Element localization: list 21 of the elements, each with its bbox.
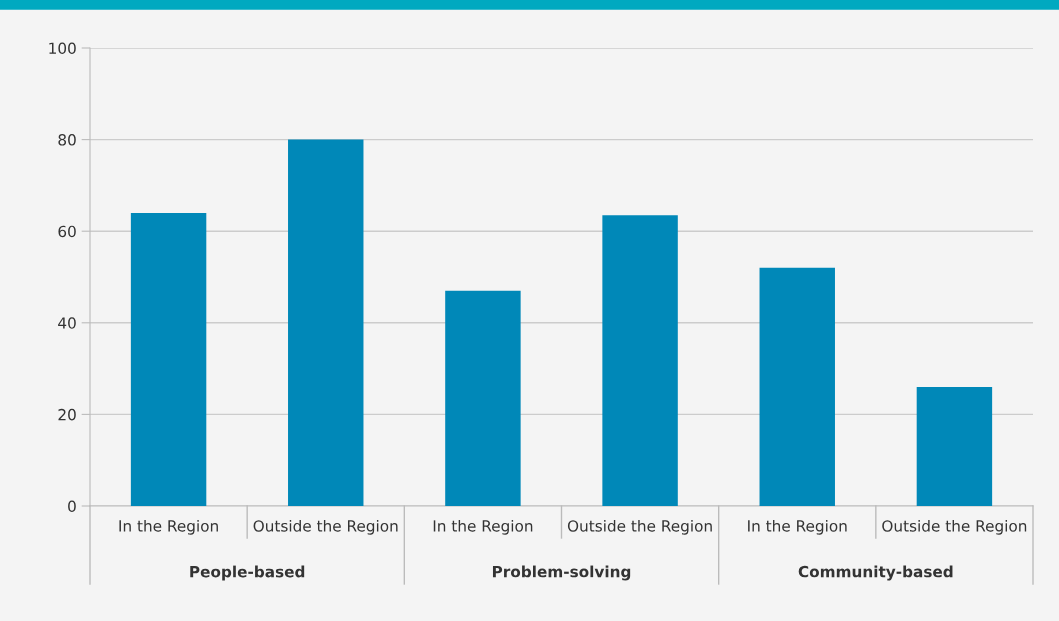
bar [130, 212, 207, 506]
text: People-based [190, 565, 305, 581]
x-tick-label: Outside the Region [882, 519, 1027, 535]
text: Community-based [798, 565, 953, 581]
x-tick-label: In the Region [748, 519, 847, 535]
y-tick-label: 60 [58, 225, 76, 238]
bar [759, 267, 835, 506]
y-tick-label: 100 [49, 42, 76, 55]
y-tick-label: 40 [58, 317, 76, 329]
x-tick-label: Outside the Region [253, 519, 398, 535]
y-tick-label: 80 [58, 134, 76, 146]
y-tick-label: 0 [68, 500, 76, 513]
bar [288, 139, 364, 506]
text: Problem-solving [492, 565, 631, 581]
bar [445, 290, 521, 506]
bar [916, 386, 993, 506]
bar [602, 215, 678, 506]
x-tick-label: Outside the Region [567, 519, 712, 535]
y-tick-label: 20 [58, 408, 76, 421]
x-tick-label: In the Region [433, 519, 533, 535]
x-tick-label: In the Region [119, 519, 218, 535]
